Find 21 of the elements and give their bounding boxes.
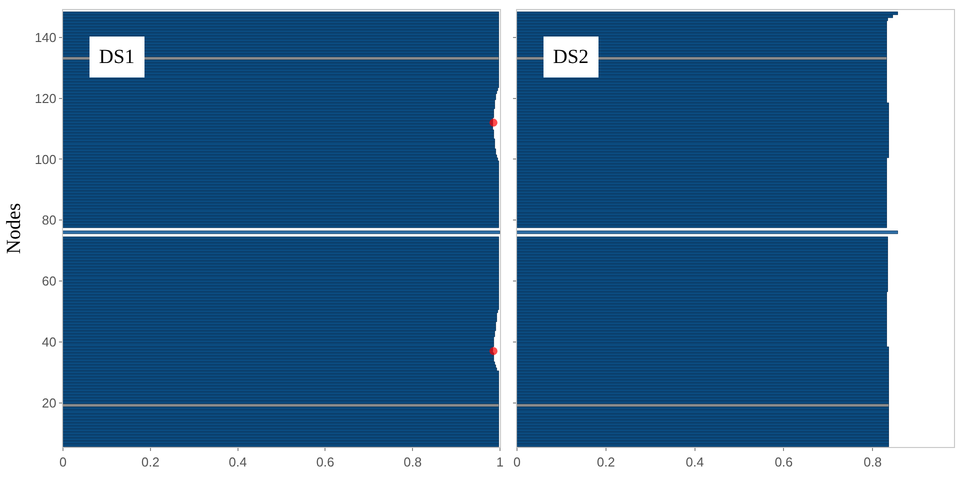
x-tick-label: 0 [513,454,521,470]
x-tick-label: 0 [59,454,67,470]
y-tick-label: 80 [42,212,56,228]
y-tick-label: 100 [34,152,56,167]
x-tick-label: 0.6 [316,454,334,470]
y-tick-label: 20 [42,395,56,410]
x-tick-label: 0.2 [596,454,615,470]
y-tick-label: 60 [42,274,56,289]
x-tick-label: 1 [496,454,504,470]
x-tick-label: 0.4 [228,454,247,470]
x-tick-label: 0.8 [864,454,882,470]
x-tick-label: 0.6 [774,454,793,470]
annotation: DS2 [553,46,589,68]
x-tick-label: 0.4 [686,454,704,470]
x-tick-label: 0.2 [141,454,160,470]
y-tick-label: 40 [42,334,56,350]
y-axis-title: Nodes [3,202,26,254]
x-tick-label: 0.8 [404,454,422,470]
y-tick-label: 120 [34,90,56,106]
y-tick-label: 140 [34,30,56,45]
annotation: DS1 [99,46,135,68]
